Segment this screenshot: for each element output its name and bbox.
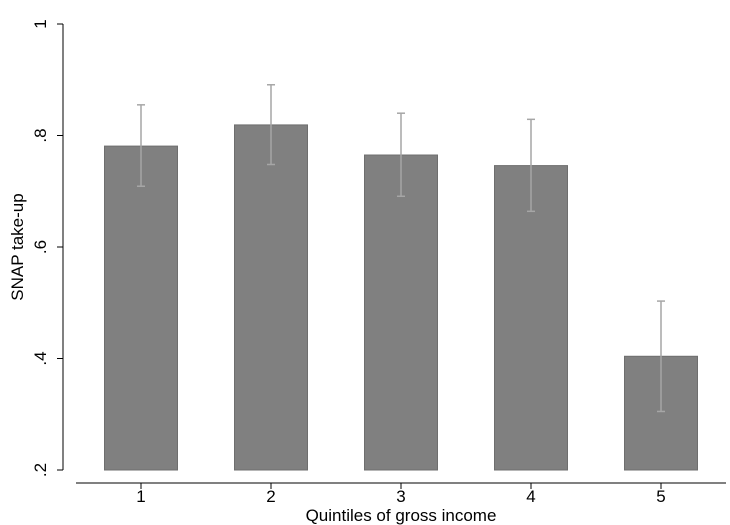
y-axis-label: SNAP take-up: [8, 193, 27, 300]
y-ticks: .2 .4 .6 .8 1: [31, 19, 63, 477]
error-bar-2: [267, 84, 275, 166]
x-tick-label: 4: [526, 487, 535, 506]
y-tick-label: 1: [31, 19, 50, 28]
x-axis-label: Quintiles of gross income: [306, 506, 497, 525]
error-bar-5: [657, 300, 665, 413]
error-bars: [137, 84, 665, 413]
error-bar-1: [137, 104, 145, 187]
x-tick-label: 3: [396, 487, 405, 506]
bar-3: [364, 154, 438, 471]
bar-1: [104, 145, 178, 471]
y-tick-label: .6: [31, 240, 50, 254]
error-bar-3: [397, 112, 405, 198]
y-tick-label: .2: [31, 463, 50, 477]
bar-2: [234, 124, 308, 471]
y-tick-label: .4: [31, 351, 50, 365]
error-bar-4: [527, 118, 535, 213]
x-tick-label: 1: [136, 487, 145, 506]
bars: [104, 124, 698, 471]
x-ticks: 1 2 3 4 5: [136, 483, 666, 506]
x-tick-label: 5: [656, 487, 665, 506]
x-tick-label: 2: [266, 487, 275, 506]
bar-4: [494, 165, 568, 471]
y-tick-label: .8: [31, 128, 50, 142]
